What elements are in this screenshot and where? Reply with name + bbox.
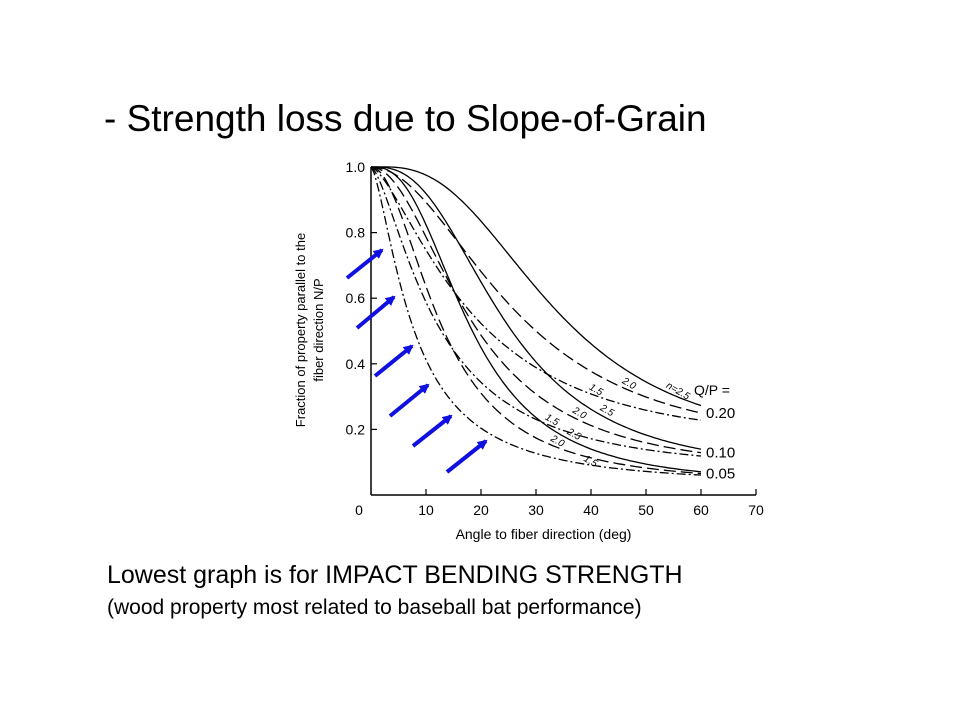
series-line <box>371 166 702 473</box>
y-tick-label: 1.0 <box>346 159 366 175</box>
series-label: 2.0 <box>619 375 638 392</box>
qp-group-label: 0.05 <box>706 465 735 482</box>
series-line <box>370 166 702 454</box>
series-line <box>371 166 702 450</box>
y-tick-label: 0.6 <box>346 290 366 306</box>
blue-arrow <box>388 383 430 418</box>
x-tick-label: 30 <box>528 502 544 518</box>
series-line <box>370 166 702 475</box>
series-label: 2.5 <box>564 426 583 443</box>
series-label: 2.0 <box>570 405 589 422</box>
y-tick-label: 0.8 <box>346 225 366 241</box>
qp-header: Q/P = <box>694 382 730 398</box>
x-tick-label: 70 <box>748 502 764 518</box>
qp-group-label: 0.20 <box>706 405 735 422</box>
series-line <box>370 166 702 414</box>
series-label: 2.5 <box>597 402 616 419</box>
y-axis-label-line1: Fraction of property parallel to the <box>293 233 308 427</box>
x-tick-label: 40 <box>583 502 599 518</box>
x-tick-label: 50 <box>638 502 654 518</box>
caption-sub: (wood property most related to baseball … <box>107 596 642 619</box>
series-line <box>370 166 702 457</box>
series-label: 2.0 <box>548 433 567 450</box>
blue-arrow <box>411 414 453 448</box>
caption-main: Lowest graph is for IMPACT BENDING STREN… <box>107 561 683 589</box>
x-axis-label: Angle to fiber direction (deg) <box>456 526 632 542</box>
y-axis-label-line2: fiber direction N/P <box>311 278 326 381</box>
blue-arrow <box>345 248 384 280</box>
blue-arrow <box>373 344 414 378</box>
x-tick-label: 0 <box>355 502 363 518</box>
y-tick-label: 0.4 <box>346 356 366 372</box>
x-tick-label: 10 <box>418 502 434 518</box>
series-line <box>371 166 702 407</box>
series-line <box>370 166 702 476</box>
blue-arrow <box>355 295 396 330</box>
slide-title: - Strength loss due to Slope-of-Grain <box>104 98 707 139</box>
x-tick-label: 20 <box>473 502 489 518</box>
series-label: 1.5 <box>543 412 561 429</box>
y-tick-label: 0.2 <box>346 421 366 437</box>
series-label: n=2.5 <box>664 380 692 402</box>
blue-arrow <box>445 439 488 474</box>
x-tick-label: 60 <box>693 502 709 518</box>
series-line <box>370 166 702 421</box>
series-label: 1.5 <box>587 382 605 399</box>
qp-group-label: 0.10 <box>706 445 735 462</box>
